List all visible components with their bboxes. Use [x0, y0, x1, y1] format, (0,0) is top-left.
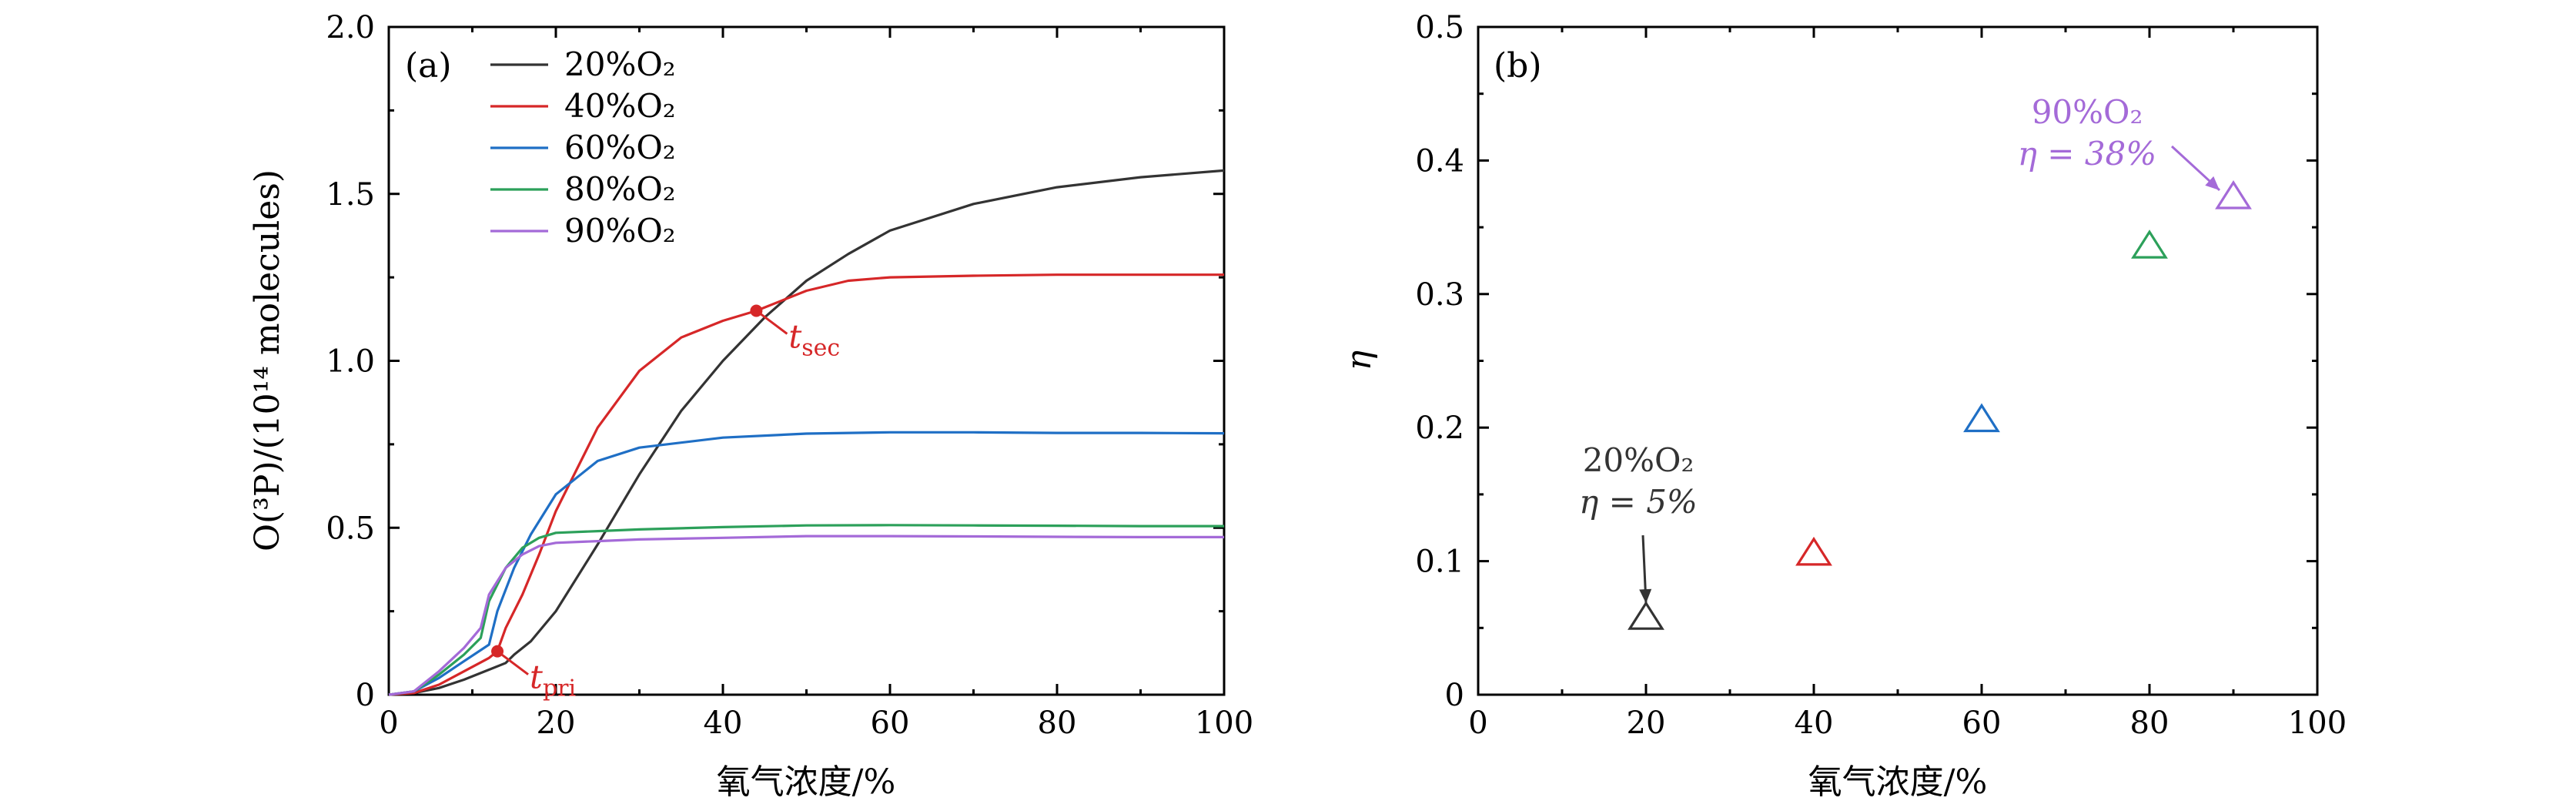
panel-a-y-tick-label: 0.5 — [326, 511, 375, 546]
panel-a-y-tick-label: 0 — [356, 678, 375, 713]
series-line-2 — [388, 431, 1225, 696]
panel-b-x-tick-label: 20 — [1627, 705, 1666, 741]
annotation-line2-1: η = 38% — [2018, 135, 2156, 173]
panel-b: (b) 氧气浓度/% η 0 20 40 60 80 100 0 0.1 0.2 0.3 0.4 0.… — [1340, 10, 2347, 802]
panel-a: (a) 氧气浓度/% O(³P)/(10¹⁴ molecules) 0 20 40 6… — [248, 10, 1253, 802]
panel-a-x-tick-label: 0 — [379, 705, 398, 741]
marker-label-sec: tsec — [788, 317, 840, 361]
panel-b-x-tick-label: 0 — [1468, 705, 1487, 741]
panel-b-y-title: η — [1340, 350, 1379, 370]
panel-a-markers: tsec tpri — [491, 304, 840, 702]
panel-b-annotations: 20%O₂ η = 5% 90%O₂ η = 38% — [1579, 93, 2221, 604]
panel-a-x-tick-label: 80 — [1038, 705, 1077, 741]
panel-a-x-tick-label: 60 — [871, 705, 910, 741]
series-line-4 — [388, 535, 1224, 696]
panel-a-series — [388, 169, 1225, 696]
scatter-point-0 — [1628, 601, 1664, 630]
panel-b-y-tick-label: 0.1 — [1415, 545, 1464, 580]
legend-label-3: 80%O₂ — [564, 170, 676, 208]
panel-b-ticks: 0 20 40 60 80 100 0 0.1 0.2 0.3 0.4 0.5 — [1415, 10, 2347, 741]
panel-b-y-tick-label: 0.3 — [1415, 277, 1464, 313]
panel-b-plot-area — [1477, 25, 2319, 696]
series-line-1 — [388, 273, 1224, 696]
annotation-line2-0: η = 5% — [1579, 483, 1698, 521]
panel-a-legend: 20%O₂ 40%O₂ 60%O₂ 80%O₂ 90%O₂ — [490, 45, 676, 250]
annotation-arrowhead-0 — [1639, 588, 1652, 604]
legend-label-2: 60%O₂ — [564, 129, 676, 166]
series-line-0 — [388, 169, 1225, 696]
panel-a-label: (a) — [405, 46, 452, 85]
panel-a-x-tick-label: 40 — [704, 705, 743, 741]
legend-label-0: 20%O₂ — [564, 45, 676, 83]
marker-leader-sec — [755, 310, 788, 335]
scatter-point-3 — [2131, 230, 2168, 259]
panel-b-y-tick-label: 0.2 — [1415, 411, 1464, 446]
panel-a-x-tick-label: 20 — [537, 705, 576, 741]
scatter-point-4 — [2215, 180, 2252, 209]
panel-b-label: (b) — [1494, 46, 1542, 85]
panel-a-y-tick-label: 1.0 — [326, 344, 375, 380]
panel-b-x-tick-label: 100 — [2288, 705, 2347, 741]
legend-label-1: 40%O₂ — [564, 87, 676, 125]
marker-label-pri: tpri — [530, 659, 576, 702]
panel-b-y-tick-label: 0 — [1445, 678, 1464, 713]
panel-a-y-title: O(³P)/(10¹⁴ molecules) — [248, 169, 287, 551]
panel-a-y-tick-label: 2.0 — [326, 10, 375, 45]
panel-b-x-title: 氧气浓度/% — [1808, 762, 1988, 802]
scatter-point-1 — [1795, 536, 1832, 566]
panel-b-x-tick-label: 80 — [2130, 705, 2170, 741]
annotation-arrowhead-1 — [2205, 176, 2220, 190]
panel-b-points — [1628, 180, 2252, 630]
panel-b-x-tick-label: 40 — [1795, 705, 1834, 741]
panel-a-y-tick-label: 1.5 — [326, 177, 375, 213]
panel-a-x-tick-label: 100 — [1195, 705, 1253, 741]
series-line-3 — [388, 524, 1224, 696]
panel-a-ticks: 0 20 40 60 80 100 0 0.5 1.0 1.5 2.0 — [326, 10, 1253, 741]
scatter-point-2 — [1963, 403, 2000, 433]
annotation-line1-1: 90%O₂ — [2032, 93, 2143, 131]
annotation-line1-0: 20%O₂ — [1583, 441, 1694, 479]
marker-leader-pri — [497, 650, 529, 675]
panel-b-y-tick-label: 0.5 — [1415, 10, 1464, 45]
panel-a-x-title: 氧气浓度/% — [717, 762, 896, 802]
panel-b-y-tick-label: 0.4 — [1415, 143, 1464, 179]
panel-b-x-tick-label: 60 — [1962, 705, 2002, 741]
legend-label-4: 90%O₂ — [564, 212, 676, 250]
